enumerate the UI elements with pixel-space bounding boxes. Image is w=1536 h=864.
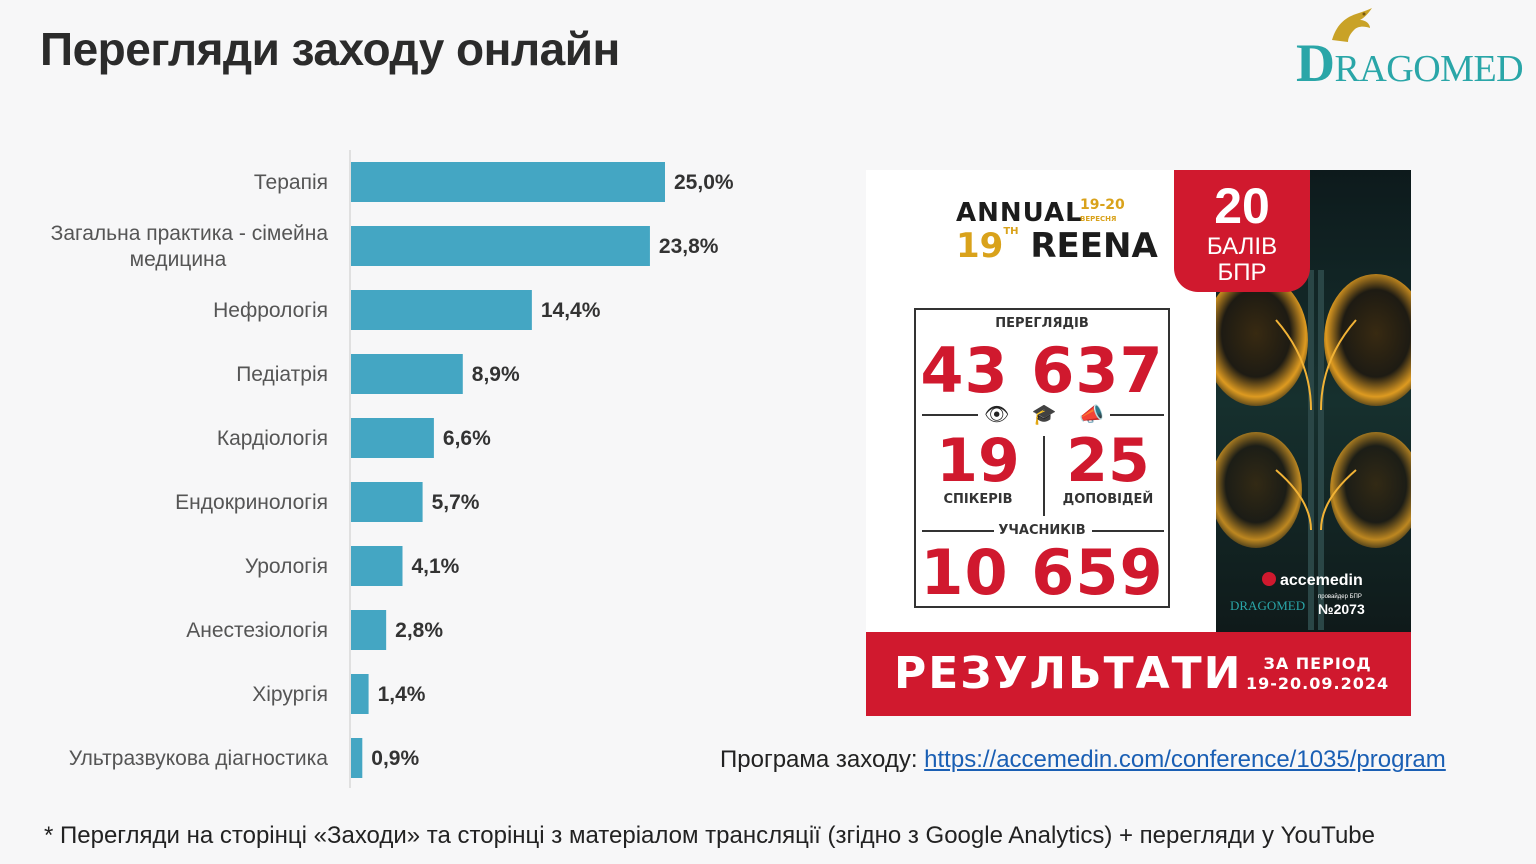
bar — [351, 674, 369, 714]
bar — [351, 610, 387, 650]
category-label: Урологія — [245, 555, 328, 578]
category-label: Ультразвукова діагностика — [69, 747, 329, 770]
provider-number: №2073 — [1318, 601, 1365, 617]
bar — [351, 226, 650, 266]
event-poster: 20 БАЛІВ БПР ANNUAL 19TH REENA 19-20 ВЕРЕ… — [866, 170, 1411, 716]
divider-left — [922, 414, 978, 416]
badge-label-1: БАЛІВ — [1206, 233, 1278, 260]
bar-value-label: 2,8% — [395, 619, 443, 642]
bar-value-label: 1,4% — [378, 683, 426, 706]
bar — [351, 290, 532, 330]
bar-value-label: 0,9% — [371, 747, 419, 770]
graduation-cap-icon: 🎓 — [1031, 404, 1057, 426]
bar-value-label: 25,0% — [674, 171, 734, 194]
bar-chart: 25,0% Терапія 23,8% Загальна практика - сім… — [0, 140, 760, 800]
page-title: Перегляди заходу онлайн — [40, 23, 620, 75]
provider-caption: провайдер БПР — [1318, 594, 1362, 600]
bar — [351, 418, 434, 458]
period-label: ЗА ПЕРІОД — [1263, 654, 1372, 673]
bar-value-label: 6,6% — [443, 427, 491, 450]
category-label: Педіатрія — [236, 363, 328, 386]
bar-value-label: 14,4% — [541, 299, 601, 322]
category-label: Хірургія — [252, 683, 328, 706]
stat-divider-vertical — [1043, 436, 1045, 516]
bar — [351, 354, 463, 394]
badge-label-2: БПР — [1217, 259, 1267, 286]
speakers-value: 19 — [936, 426, 1020, 496]
program-link[interactable]: https://accemedin.com/conference/1035/pr… — [924, 746, 1446, 773]
event-edition-suffix: TH — [1003, 226, 1019, 237]
eye-icon: 👁 — [984, 404, 1010, 426]
bar-value-label: 8,9% — [472, 363, 520, 386]
cme-points-badge: 20 БАЛІВ БПР — [1174, 170, 1310, 292]
bar-chart-svg: 25,0% Терапія 23,8% Загальна практика - сім… — [51, 150, 734, 788]
event-dates: 19-20 — [1080, 197, 1125, 213]
category-label: медицина — [130, 248, 227, 271]
participants-value: 10 659 — [920, 536, 1164, 609]
views-value: 43 637 — [920, 334, 1164, 407]
accemedin-logo: accemedin — [1262, 572, 1363, 590]
bar — [351, 738, 363, 778]
bar-value-label: 5,7% — [432, 491, 480, 514]
views-label: ПЕРЕГЛЯДІВ — [995, 316, 1089, 331]
category-label: Загальна практика - сімейна — [51, 222, 329, 245]
speakers-label: СПІКЕРІВ — [943, 492, 1013, 507]
provider-badge: провайдер БПР №2073 — [1318, 594, 1365, 617]
event-title-reena: REENA — [1030, 226, 1158, 266]
kidney-illustration — [1216, 270, 1411, 630]
stats-panel: ПЕРЕГЛЯДІВ 43 637 👁 🎓 📣 19 СПІКЕРІВ 25 Д… — [914, 308, 1170, 609]
event-edition-number: 19 — [956, 226, 1004, 266]
badge-number: 20 — [1214, 178, 1270, 234]
accemedin-dot-icon — [1262, 572, 1276, 586]
footnote: * Перегляди на сторінці «Заходи» та стор… — [44, 822, 1375, 849]
program-label: Програма заходу: — [720, 746, 918, 773]
dragomed-mini-logo: DRAGOMED — [1230, 598, 1306, 613]
bar — [351, 482, 423, 522]
divider-right-2 — [1092, 530, 1164, 532]
event-month: ВЕРЕСНЯ — [1080, 215, 1117, 223]
dragomed-logo: DRAGOMED — [1296, 6, 1528, 93]
category-label: Нефрологія — [213, 299, 328, 322]
period-dates: 19-20.09.2024 — [1246, 674, 1390, 693]
category-label: Анестезіологія — [186, 619, 328, 642]
stat-icons: 👁 🎓 📣 — [984, 402, 1104, 428]
category-label: Ендокринологія — [175, 491, 328, 514]
reports-value: 25 — [1066, 426, 1150, 496]
bar — [351, 546, 403, 586]
event-title: ANNUAL 19TH REENA 19-20 ВЕРЕСНЯ — [956, 198, 1158, 266]
kidney-artwork — [1216, 170, 1411, 632]
participants-label: УЧАСНИКІВ — [998, 523, 1086, 538]
dragon-icon — [1332, 8, 1372, 42]
results-title: РЕЗУЛЬТАТИ — [894, 648, 1243, 699]
logo-wordmark: RAGOMED — [1334, 48, 1524, 90]
divider-right — [1110, 414, 1164, 416]
accemedin-wordmark: accemedin — [1280, 572, 1363, 589]
category-label: Терапія — [254, 171, 328, 194]
event-title-annual: ANNUAL — [956, 198, 1083, 228]
results-banner: РЕЗУЛЬТАТИ ЗА ПЕРІОД 19-20.09.2024 — [866, 632, 1411, 716]
bar — [351, 162, 665, 202]
megaphone-icon: 📣 — [1079, 404, 1104, 426]
program-line: Програма заходу: https://accemedin.com/c… — [720, 746, 1446, 774]
bar-value-label: 4,1% — [411, 555, 459, 578]
divider-left-2 — [922, 530, 994, 532]
results-period: ЗА ПЕРІОД 19-20.09.2024 — [1246, 654, 1389, 694]
reports-label: ДОПОВІДЕЙ — [1062, 492, 1154, 507]
bar-value-label: 23,8% — [659, 235, 719, 258]
category-label: Кардіологія — [217, 427, 328, 450]
logo-letter: D — [1296, 33, 1335, 93]
